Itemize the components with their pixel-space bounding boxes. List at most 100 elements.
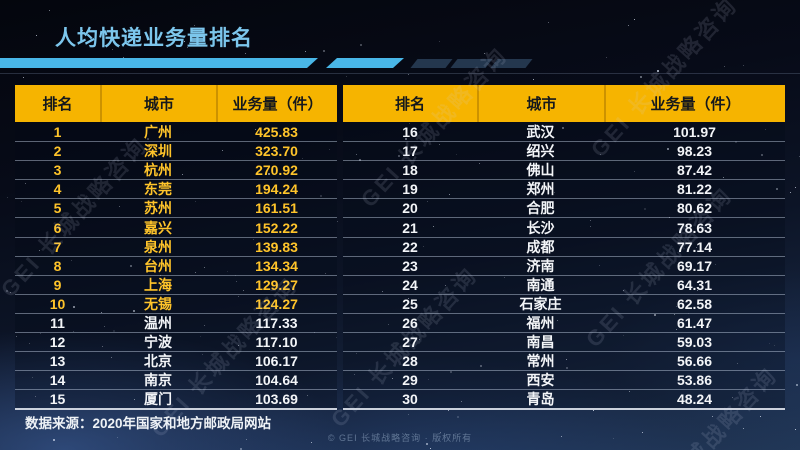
rank-cell: 29 [402,372,418,389]
blue-parallelogram-decoration [326,58,404,68]
city-cell: 嘉兴 [144,219,172,236]
table-row: 23 济南 69.17 [343,255,785,275]
rank-cell: 28 [402,353,418,370]
city-cell: 苏州 [144,200,172,217]
table-row: 28 常州 56.66 [343,351,785,370]
rank-cell: 23 [402,257,418,274]
divider-line [0,73,800,74]
volume-cell: 69.17 [676,257,713,274]
city-cell: 济南 [526,257,555,274]
city-cell: 郑州 [526,181,555,198]
rank-cell: 12 [49,334,66,351]
table-row: 7 泉州 139.83 [15,236,337,256]
city-cell: 南京 [144,372,172,389]
city-cell: 石家庄 [519,295,562,312]
table-row: 1 广州 425.83 [15,122,337,141]
table-row: 13 北京 106.17 [15,351,337,370]
volume-cell: 64.31 [676,276,713,293]
city-cell: 长沙 [526,219,555,236]
rank-cell: 17 [402,143,418,160]
city-cell: 厦门 [144,391,172,408]
city-cell: 广州 [144,123,172,140]
volume-cell: 139.83 [255,238,298,255]
header-volume: 业务量（件） [604,85,785,122]
volume-cell: 323.70 [255,143,298,160]
rank-cell: 24 [402,276,418,293]
table-row: 6 嘉兴 152.22 [15,217,337,236]
rank-cell: 22 [402,238,418,255]
table-row: 15 厦门 103.69 [15,389,337,408]
volume-cell: 101.97 [673,123,716,140]
volume-cell: 103.69 [255,391,298,408]
city-cell: 深圳 [144,143,172,160]
table-row: 10 无锡 124.27 [15,293,337,313]
header-city: 城市 [477,85,604,122]
volume-cell: 87.42 [676,162,713,179]
volume-cell: 106.17 [255,353,298,370]
header-city: 城市 [100,85,216,122]
table-row: 5 苏州 161.51 [15,198,337,217]
table-row: 3 杭州 270.92 [15,160,337,179]
city-cell: 南通 [526,276,555,293]
volume-cell: 152.22 [255,219,298,236]
table-row: 21 长沙 78.63 [343,217,785,236]
table-row: 14 南京 104.64 [15,370,337,389]
table-row: 8 台州 134.34 [15,255,337,275]
table-row: 22 成都 77.14 [343,236,785,256]
ranking-table: 排名 城市 业务量（件） 1 广州 425.83 2 深圳 323.70 3 杭州 270.92… [15,85,785,411]
city-cell: 佛山 [526,162,555,179]
table-row: 29 西安 53.86 [343,370,785,389]
table-row: 16 武汉 101.97 [343,122,785,141]
volume-cell: 48.24 [676,391,713,408]
volume-cell: 117.33 [255,314,298,331]
rank-cell: 14 [49,372,66,389]
city-cell: 常州 [526,353,555,370]
rank-cell: 20 [402,200,418,217]
data-source-note: 数据来源：2020年国家和地方邮政局网站 [25,416,272,431]
table-header: 排名 城市 业务量（件） [343,85,785,122]
volume-cell: 62.58 [676,295,713,312]
city-cell: 北京 [144,353,172,370]
table-row: 2 深圳 323.70 [15,141,337,160]
header-volume: 业务量（件） [216,85,337,122]
volume-cell: 129.27 [255,276,298,293]
table-body-left: 1 广州 425.83 2 深圳 323.70 3 杭州 270.92 4 东莞 194.24 5 苏州 1… [15,122,337,411]
volume-cell: 56.66 [676,353,713,370]
city-cell: 泉州 [144,238,172,255]
table-row: 27 南昌 59.03 [343,332,785,351]
rank-cell: 30 [402,391,418,408]
rank-cell: 9 [53,276,62,293]
rank-cell: 27 [402,334,418,351]
volume-cell: 104.64 [255,372,298,389]
rank-cell: 13 [49,353,66,370]
rank-cell: 16 [402,123,418,140]
ranking-table-right: 排名 城市 业务量（件） 16 武汉 101.97 17 绍兴 98.23 18 佛山 87.4… [343,85,785,411]
city-cell: 西安 [526,372,555,389]
rank-cell: 21 [402,219,418,236]
table-row: 4 东莞 194.24 [15,179,337,198]
dark-parallelogram-decoration [490,59,533,68]
rank-cell: 15 [49,391,66,408]
dark-parallelogram-decoration [410,59,453,68]
volume-cell: 77.14 [676,238,713,255]
table-row: 24 南通 64.31 [343,274,785,294]
dark-parallelogram-decoration [450,59,493,68]
rank-cell: 1 [53,123,62,140]
city-cell: 武汉 [526,123,555,140]
city-cell: 南昌 [526,334,555,351]
rank-cell: 4 [53,181,62,198]
rank-cell: 10 [49,295,66,312]
volume-cell: 124.27 [255,295,298,312]
rank-cell: 5 [53,200,62,217]
volume-cell: 134.34 [255,257,298,274]
volume-cell: 59.03 [676,334,713,351]
header-rank: 排名 [394,96,425,113]
table-row: 11 温州 117.33 [15,312,337,332]
volume-cell: 161.51 [255,200,298,217]
table-header: 排名 城市 业务量（件） [15,85,337,122]
header-rank: 排名 [42,96,73,113]
rank-cell: 3 [53,162,62,179]
city-cell: 台州 [144,257,172,274]
table-row: 20 合肥 80.62 [343,198,785,217]
